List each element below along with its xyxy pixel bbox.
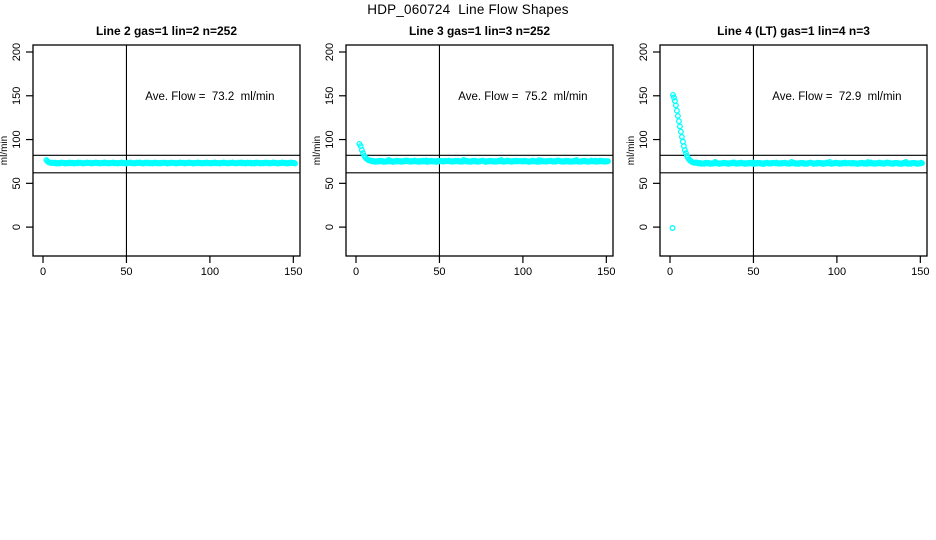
y-tick-label: 0	[324, 224, 336, 230]
data-series	[356, 140, 611, 165]
plot-box	[659, 44, 928, 257]
panel-title: Line 3 gas=1 lin=3 n=252	[409, 24, 550, 38]
x-tick-label: 150	[284, 266, 302, 278]
y-tick-label: 50	[324, 177, 336, 189]
y-axis: 0 50 100 150 200 ml/min	[0, 43, 33, 230]
ave-flow-label: Ave. Flow = 75.2 ml/min	[458, 91, 587, 103]
x-tick-label: 100	[201, 266, 219, 278]
x-tick-label: 0	[40, 266, 46, 278]
panel-1: Line 2 gas=1 lin=2 n=252 0 50 100 150 200 ml/m…	[0, 24, 303, 278]
y-tick-label: 50	[11, 177, 23, 189]
y-tick-label: 150	[638, 87, 650, 105]
panel-title: Line 2 gas=1 lin=2 n=252	[96, 24, 237, 38]
y-axis: 0 50 100 150 200 ml/min	[626, 43, 660, 230]
x-tick-label: 0	[353, 266, 359, 278]
x-tick-label: 50	[120, 266, 132, 278]
x-tick-label: 150	[911, 266, 929, 278]
y-axis-label: ml/min	[626, 136, 637, 165]
y-tick-label: 100	[638, 130, 650, 148]
x-tick-label: 100	[828, 266, 846, 278]
y-axis-label: ml/min	[0, 136, 10, 165]
y-tick-label: 100	[324, 130, 336, 148]
x-tick-label: 150	[597, 266, 615, 278]
data-series	[43, 157, 298, 167]
flow-plots-canvas: Line 2 gas=1 lin=2 n=252 0 50 100 150 200 ml/m…	[0, 24, 930, 278]
panel-2: Line 3 gas=1 lin=3 n=252 0 50 100 150 200 ml/m…	[312, 24, 616, 278]
plot-box	[32, 44, 301, 257]
data-series	[669, 91, 925, 231]
x-tick-label: 50	[433, 266, 445, 278]
x-axis: 0 50 100 150	[40, 256, 303, 278]
plot-box	[345, 44, 614, 257]
y-tick-label: 0	[638, 224, 650, 230]
x-tick-label: 100	[514, 266, 532, 278]
y-tick-label: 50	[638, 177, 650, 189]
y-tick-label: 150	[11, 87, 23, 105]
y-tick-label: 100	[11, 130, 23, 148]
x-tick-label: 50	[747, 266, 759, 278]
x-axis: 0 50 100 150	[667, 256, 930, 278]
panel-3: Line 4 (LT) gas=1 lin=4 n=3 0 50 100 150 200 m…	[626, 24, 930, 278]
y-axis: 0 50 100 150 200 ml/min	[312, 43, 346, 230]
y-tick-label: 200	[638, 43, 650, 61]
x-axis: 0 50 100 150	[353, 256, 616, 278]
ave-flow-label: Ave. Flow = 73.2 ml/min	[145, 91, 274, 103]
panel-title: Line 4 (LT) gas=1 lin=4 n=3	[717, 24, 870, 38]
y-axis-label: ml/min	[312, 136, 323, 165]
y-tick-label: 200	[11, 43, 23, 61]
ave-flow-label: Ave. Flow = 72.9 ml/min	[772, 91, 901, 103]
figure-title: HDP_060724 Line Flow Shapes	[367, 2, 569, 17]
x-tick-label: 0	[667, 266, 673, 278]
y-tick-label: 150	[324, 87, 336, 105]
y-tick-label: 0	[11, 224, 23, 230]
y-tick-label: 200	[324, 43, 336, 61]
